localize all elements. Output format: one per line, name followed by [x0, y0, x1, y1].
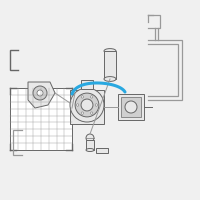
Circle shape	[90, 96, 93, 98]
Bar	[86, 140, 94, 150]
Ellipse shape	[104, 77, 116, 81]
Circle shape	[37, 90, 43, 96]
Circle shape	[90, 112, 93, 114]
Circle shape	[81, 99, 93, 111]
Circle shape	[81, 96, 84, 98]
Bar	[121, 97, 141, 117]
Bar	[10, 88, 72, 150]
Circle shape	[75, 93, 99, 117]
Bar	[104, 51, 116, 79]
Circle shape	[76, 104, 79, 106]
Polygon shape	[28, 82, 55, 108]
Circle shape	[95, 104, 98, 106]
Bar	[81, 80, 93, 89]
Bar	[70, 90, 104, 124]
Ellipse shape	[104, 49, 116, 53]
Circle shape	[70, 88, 104, 122]
Bar	[118, 94, 144, 120]
Circle shape	[33, 86, 47, 100]
Circle shape	[125, 101, 137, 113]
Bar	[96, 148, 108, 153]
Ellipse shape	[86, 148, 94, 152]
Circle shape	[81, 112, 84, 114]
Circle shape	[86, 134, 94, 142]
